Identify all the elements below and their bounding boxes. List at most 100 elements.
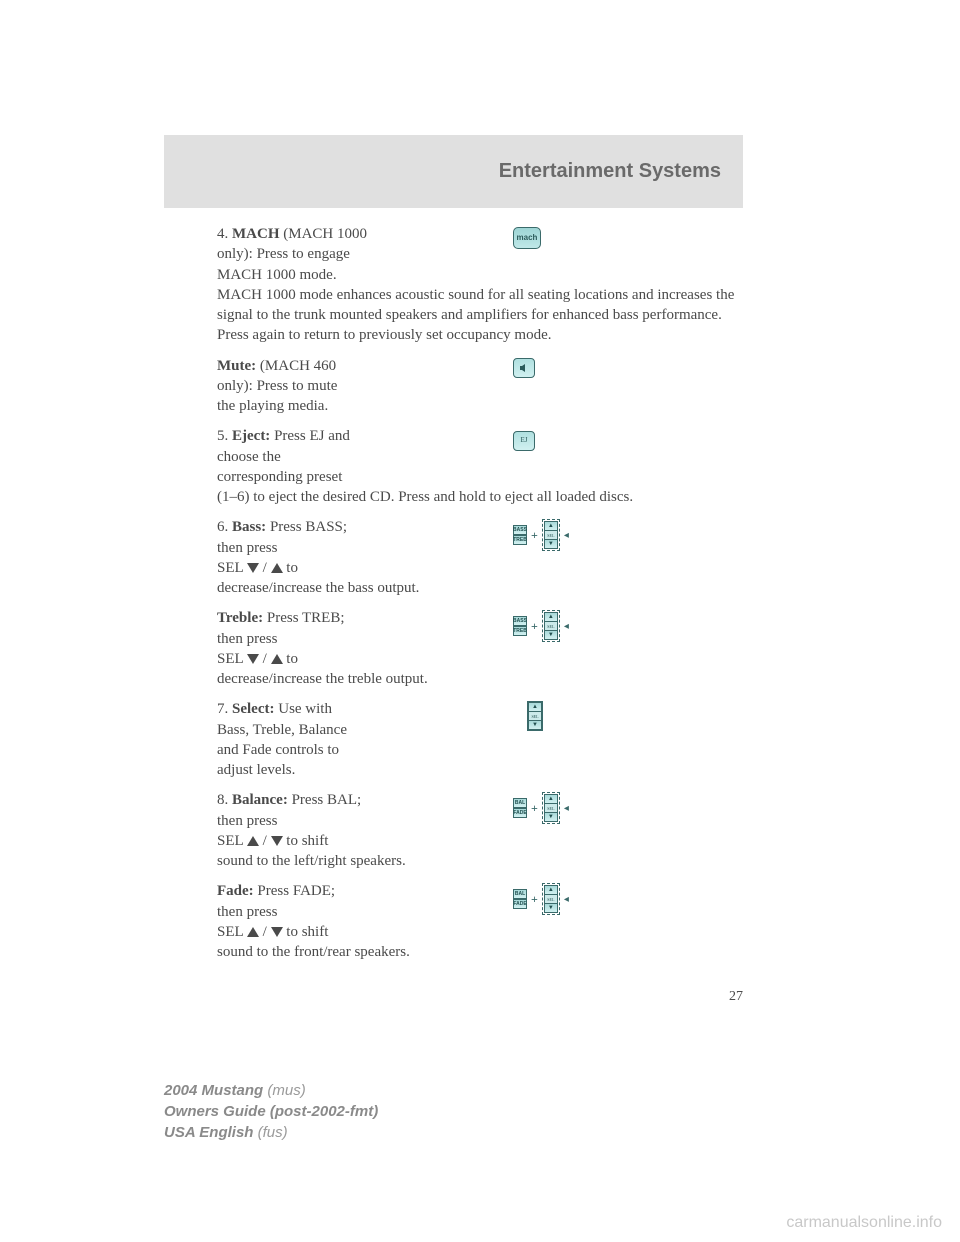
item-mach: mach 4. MACH (MACH 1000 only): Press to … — [217, 224, 743, 346]
eject-button-icon: EJ — [513, 431, 535, 451]
mach-icon: mach — [513, 226, 541, 249]
eject-label: Eject: — [232, 428, 270, 444]
fade-label: Fade: — [217, 883, 254, 899]
mute-l2: only): Press to mute — [217, 378, 337, 394]
treble-sep: / — [259, 651, 271, 667]
tri-down2-icon — [247, 654, 259, 664]
treble-icon-combo: BASS TREB + ▲ SEL ▼ ◂ — [513, 610, 569, 642]
select-l3: and Fade controls to — [217, 742, 339, 758]
footer-model: 2004 Mustang — [164, 1082, 267, 1099]
sel-stack-icon: ▲ SEL ▼ — [542, 519, 560, 551]
tri-up3-icon — [247, 836, 259, 846]
treble-short: Treble: Press TREB; then press SEL / to — [217, 608, 447, 669]
treble-stack: BASS TREB — [513, 616, 527, 636]
footer-block: 2004 Mustang (mus) Owners Guide (post-20… — [164, 1080, 378, 1143]
bass-l2: then press — [217, 540, 277, 556]
tri-down4-icon — [271, 927, 283, 937]
sel-stack2-icon: ▲ SEL ▼ — [542, 610, 560, 642]
balance-note: Press BAL; — [288, 792, 361, 808]
sel-label3-icon: SEL — [528, 712, 542, 720]
mach-l3: MACH 1000 mode. — [217, 267, 337, 283]
footer-line1: 2004 Mustang (mus) — [164, 1080, 378, 1101]
select-icon: ▲ SEL ▼ — [527, 701, 543, 731]
sel-down3-icon: ▼ — [528, 720, 542, 730]
eject-l2: choose the — [217, 449, 281, 465]
eject-rest: (1–6) to eject the desired CD. Press and… — [217, 487, 743, 507]
sel-down5-icon: ▼ — [544, 903, 558, 913]
header-gray-left — [164, 135, 218, 208]
sel-label-icon: SEL — [544, 531, 558, 539]
page-container: Entertainment Systems mach 4. MACH (MACH… — [217, 135, 743, 1007]
balance-prefix: 8. — [217, 792, 232, 808]
select-prefix: 7. — [217, 701, 232, 717]
fade-icon-combo: BAL FADE + ▲ SEL ▼ ◂ — [513, 883, 569, 915]
mute-l3: the playing media. — [217, 398, 328, 414]
content-body: mach 4. MACH (MACH 1000 only): Press to … — [217, 208, 743, 1007]
page-number: 27 — [217, 988, 743, 1007]
balance-label: Balance: — [232, 792, 288, 808]
tri-up4-icon — [247, 927, 259, 937]
footer-guide: Owners Guide (post-2002-fmt) — [164, 1103, 378, 1120]
bass-icon-combo: BASS TREB + ▲ SEL ▼ ◂ — [513, 519, 569, 551]
plus-icon: + — [531, 527, 538, 543]
balance-rest: sound to the left/right speakers. — [217, 851, 743, 871]
bal-fade-stack: BAL FADE — [513, 798, 527, 818]
watermark-text: carmanualsonline.info — [786, 1214, 942, 1232]
treb-btn2-icon: TREB — [513, 626, 527, 636]
select-label: Select: — [232, 701, 274, 717]
arrow2-icon: ◂ — [564, 620, 569, 634]
mach-l2: only): Press to engage — [217, 246, 350, 262]
mach-note: (MACH 1000 — [280, 226, 368, 242]
arrow-indicator-icon: ◂ — [564, 529, 569, 543]
sel-up2-icon: ▲ — [544, 612, 558, 622]
treble-label: Treble: — [217, 610, 263, 626]
item-treble: BASS TREB + ▲ SEL ▼ ◂ Treble: Press TREB… — [217, 608, 743, 689]
eject-short: 5. Eject: Press EJ and choose the corres… — [217, 426, 447, 487]
eject-prefix: 5. — [217, 428, 232, 444]
bass-btn2-icon: BASS — [513, 616, 527, 626]
item-bass: BASS TREB + ▲ SEL ▼ ◂ 6. Bass: Press BAS… — [217, 517, 743, 598]
tri-up2-icon — [271, 654, 283, 664]
fade-short: Fade: Press FADE; then press SEL / to sh… — [217, 881, 447, 942]
eject-l3: corresponding preset — [217, 469, 342, 485]
bass-short: 6. Bass: Press BASS; then press SEL / to — [217, 517, 447, 578]
sel-label2-icon: SEL — [544, 622, 558, 630]
fade-btn-icon: FADE — [513, 808, 527, 818]
mach-short: 4. MACH (MACH 1000 only): Press to engag… — [217, 224, 447, 285]
fade-rest: sound to the front/rear speakers. — [217, 942, 743, 962]
treble-rest: decrease/increase the treble output. — [217, 669, 743, 689]
footer-lang: USA English — [164, 1124, 258, 1141]
mute-button-icon — [513, 358, 535, 378]
sel-down-icon: ▼ — [544, 539, 558, 549]
fade-sel: SEL — [217, 924, 247, 940]
fade-l2: then press — [217, 904, 277, 920]
eject-icon: EJ — [513, 428, 535, 451]
sel-up-icon: ▲ — [544, 521, 558, 531]
sel-up5-icon: ▲ — [544, 885, 558, 895]
item-select: ▲ SEL ▼ 7. Select: Use with Bass, Treble… — [217, 699, 743, 780]
fade-btn2-icon: FADE — [513, 899, 527, 909]
bass-prefix: 6. — [217, 519, 232, 535]
fade-stack: BAL FADE — [513, 889, 527, 909]
mute-icon — [513, 358, 535, 378]
sel-stack3-icon: ▲ SEL ▼ — [542, 792, 560, 824]
treble-to: to — [283, 651, 298, 667]
bass-to: to — [283, 560, 298, 576]
item-eject: EJ 5. Eject: Press EJ and choose the cor… — [217, 426, 743, 507]
arrow4-icon: ◂ — [564, 893, 569, 907]
bass-btn-icon: BASS — [513, 525, 527, 535]
item-fade: BAL FADE + ▲ SEL ▼ ◂ Fade: Press FADE; t… — [217, 881, 743, 962]
arrow3-icon: ◂ — [564, 802, 569, 816]
select-l2: Bass, Treble, Balance — [217, 722, 347, 738]
triangle-up-icon — [271, 563, 283, 573]
mach-rest: MACH 1000 mode enhances acoustic sound f… — [217, 285, 743, 346]
triangle-down-icon — [247, 563, 259, 573]
sel-down4-icon: ▼ — [544, 812, 558, 822]
treble-sel: SEL — [217, 651, 247, 667]
footer-code1: (mus) — [267, 1082, 305, 1099]
balance-sep: / — [259, 833, 271, 849]
bass-sep: / — [259, 560, 271, 576]
sel-single-icon: ▲ SEL ▼ — [527, 701, 543, 731]
treb-btn-icon: TREB — [513, 535, 527, 545]
fade-sep: / — [259, 924, 271, 940]
